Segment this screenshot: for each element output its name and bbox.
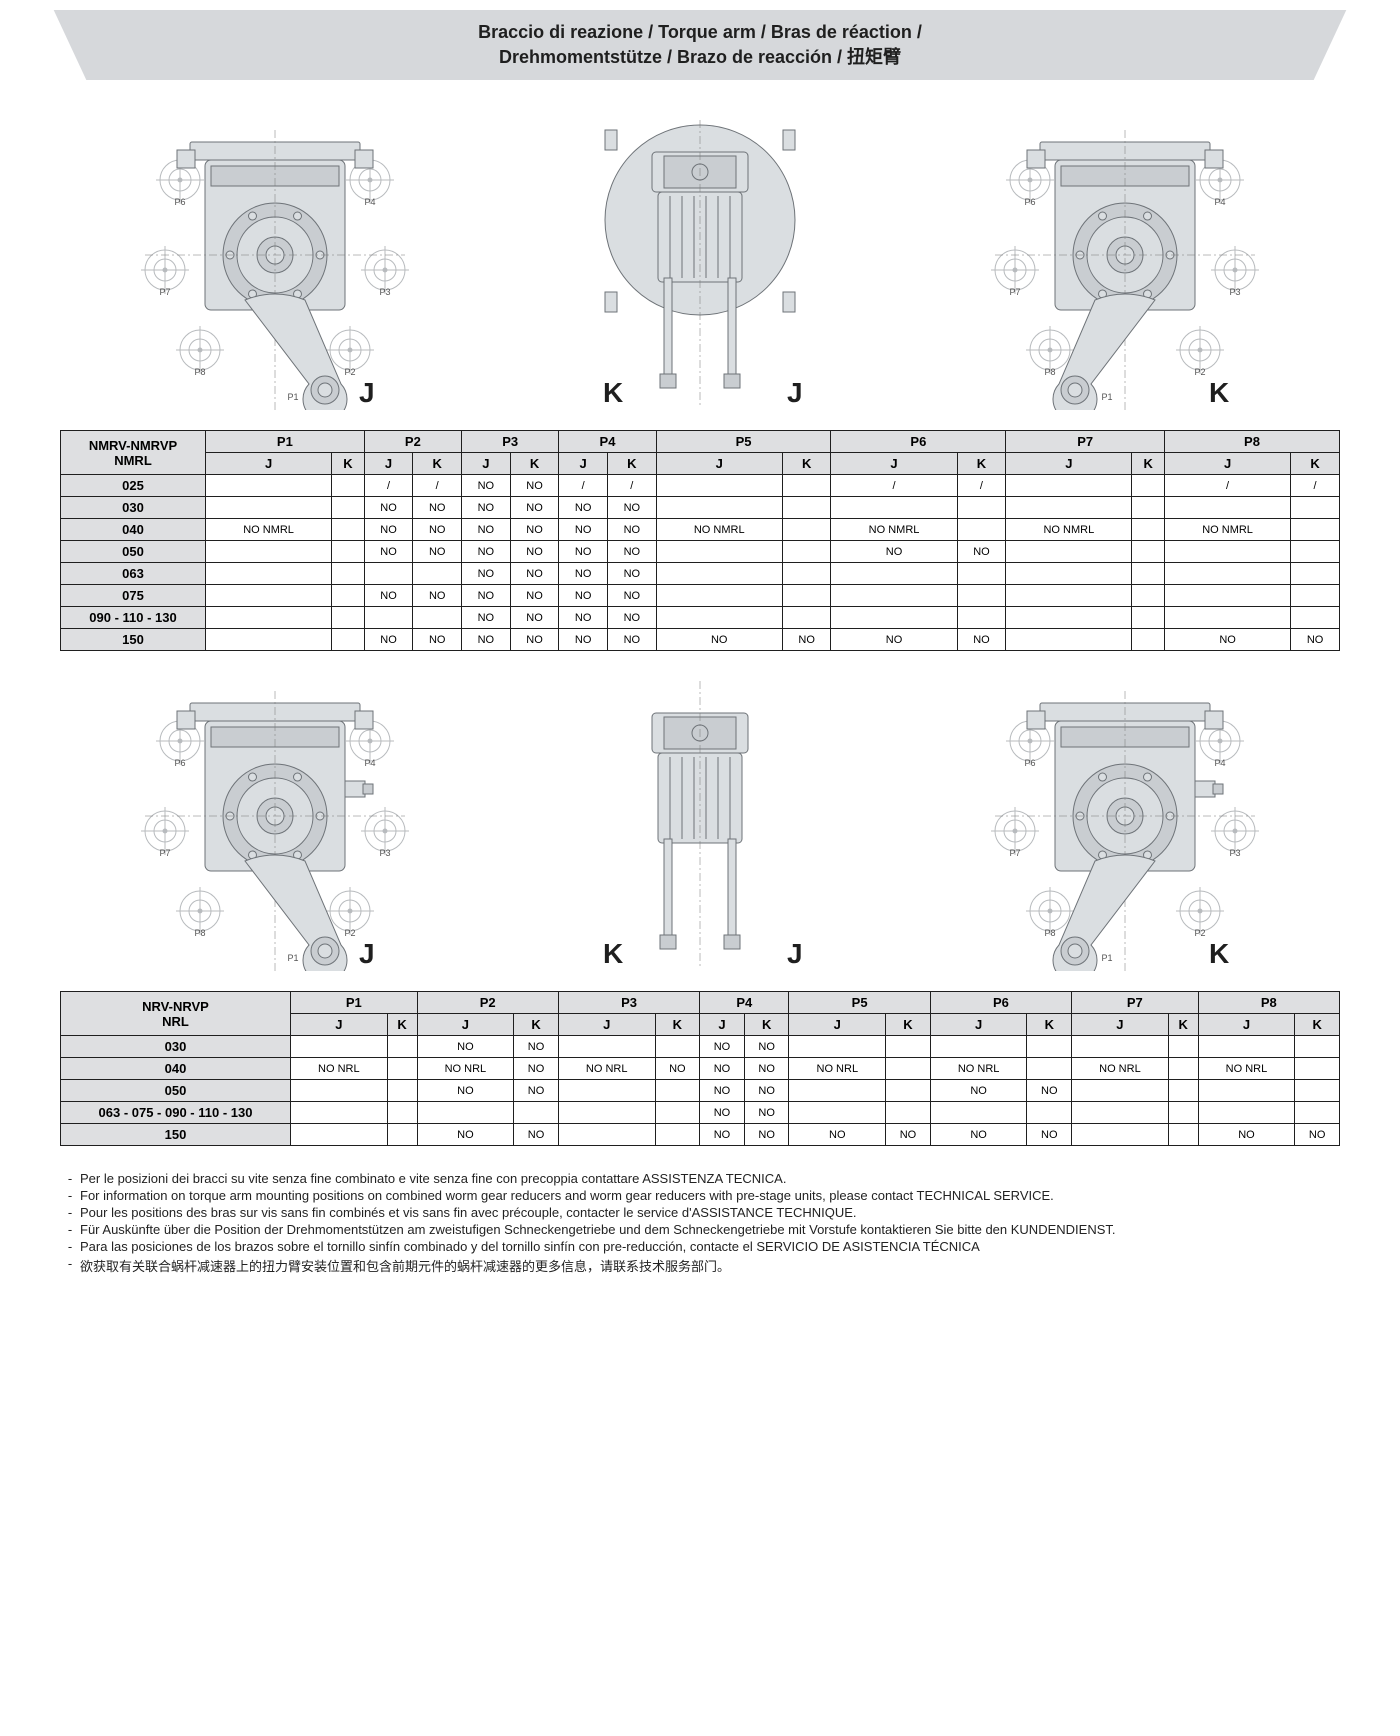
svg-text:P2: P2	[344, 367, 355, 377]
svg-text:P2: P2	[344, 928, 355, 938]
gearbox-front-J: P6 P4 P7 P3 P8 P2P5P1	[135, 110, 415, 410]
note-line: -For information on torque arm mounting …	[60, 1188, 1340, 1203]
notes-section: -Per le posizioni dei bracci su vite sen…	[60, 1171, 1340, 1275]
svg-text:P6: P6	[1024, 758, 1035, 768]
svg-text:P4: P4	[1214, 758, 1225, 768]
svg-text:K: K	[1209, 377, 1229, 408]
note-line: -Pour les positions des bras sur vis san…	[60, 1205, 1340, 1220]
svg-text:P6: P6	[1024, 197, 1035, 207]
banner-line-1: Braccio di reazione / Torque arm / Bras …	[478, 22, 922, 42]
svg-text:J: J	[359, 938, 375, 969]
svg-text:P7: P7	[1009, 287, 1020, 297]
svg-text:P3: P3	[379, 287, 390, 297]
note-line: -欲获取有关联合蜗杆减速器上的扭力臂安装位置和包含前期元件的蜗杆减速器的更多信息…	[60, 1256, 1340, 1275]
svg-text:P1: P1	[1101, 953, 1112, 963]
svg-text:P7: P7	[159, 287, 170, 297]
note-line: -Per le posizioni dei bracci su vite sen…	[60, 1171, 1340, 1186]
note-line: -Für Auskünfte über die Position der Dre…	[60, 1222, 1340, 1237]
svg-text:P7: P7	[1009, 848, 1020, 858]
svg-text:P3: P3	[1229, 848, 1240, 858]
svg-text:P4: P4	[364, 197, 375, 207]
svg-text:P4: P4	[364, 758, 375, 768]
svg-text:P8: P8	[1044, 367, 1055, 377]
svg-text:P8: P8	[194, 928, 205, 938]
svg-text:P4: P4	[1214, 197, 1225, 207]
svg-text:K: K	[603, 377, 623, 408]
gearbox-front-J: P6 P4 P7 P3 P8 P2P5P1	[135, 671, 415, 971]
table-title: NMRV-NMRVPNMRL	[63, 438, 203, 468]
svg-text:K: K	[1209, 938, 1229, 969]
note-line: -Para las posiciones de los brazos sobre…	[60, 1239, 1340, 1254]
svg-text:P7: P7	[159, 848, 170, 858]
svg-text:P1: P1	[287, 953, 298, 963]
gearbox-front-K: P4 P6 P3 P7 P2 P8P5P1	[985, 110, 1265, 410]
svg-text:J: J	[787, 938, 803, 969]
svg-text:P2: P2	[1194, 367, 1205, 377]
title-banner: Braccio di reazione / Torque arm / Bras …	[60, 10, 1340, 80]
svg-text:P1: P1	[1101, 392, 1112, 402]
svg-text:P3: P3	[1229, 287, 1240, 297]
table-title: NRV-NRVPNRL	[63, 999, 288, 1029]
gearbox-top: K J	[585, 671, 815, 971]
table-nmrv: NMRV-NMRVPNMRLP1P2P3P4P5P6P7P8JKJKJKJKJK…	[60, 430, 1340, 651]
svg-text:P6: P6	[174, 758, 185, 768]
svg-text:J: J	[787, 377, 803, 408]
gearbox-top: K J	[585, 110, 815, 410]
table-nrv: NRV-NRVPNRLP1P2P3P4P5P6P7P8JKJKJKJKJKJKJ…	[60, 991, 1340, 1146]
figure-row-1: P6 P4 P7 P3 P8 P2P5P1	[60, 110, 1340, 410]
svg-text:J: J	[359, 377, 375, 408]
svg-text:P2: P2	[1194, 928, 1205, 938]
banner-line-2: Drehmomentstütze / Brazo de reacción / 扭…	[499, 47, 901, 67]
gearbox-front-K: P4 P6 P3 P7 P2 P8P5P1	[985, 671, 1265, 971]
svg-text:P6: P6	[174, 197, 185, 207]
svg-text:K: K	[603, 938, 623, 969]
svg-text:P8: P8	[194, 367, 205, 377]
svg-text:P8: P8	[1044, 928, 1055, 938]
svg-text:P3: P3	[379, 848, 390, 858]
figure-row-2: P6 P4 P7 P3 P8 P2P5P1	[60, 671, 1340, 971]
svg-text:P1: P1	[287, 392, 298, 402]
